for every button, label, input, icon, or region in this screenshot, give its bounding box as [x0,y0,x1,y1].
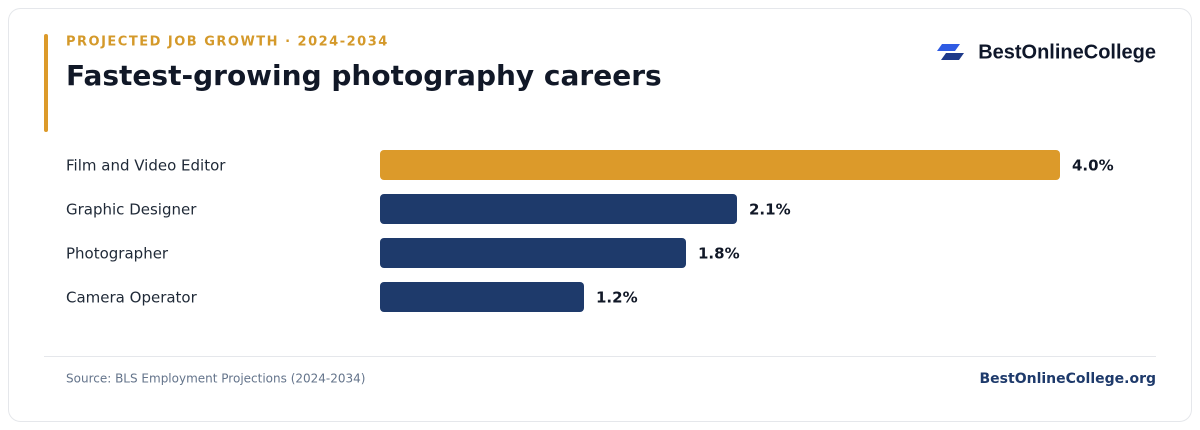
category-label: Photographer [66,245,169,263]
eyebrow: PROJECTED JOB GROWTH · 2024-2034 [66,35,389,50]
bar [380,194,737,224]
category-label: Camera Operator [66,289,198,307]
plot: Film and Video Editor 4.0% Graphic Designe… [66,150,1114,312]
footer-link[interactable]: BestOnlineCollege.org [980,371,1156,387]
value-label: 4.0% [1072,157,1114,175]
category-label: Graphic Designer [66,201,197,219]
value-label: 2.1% [749,201,791,219]
brand-logo: BestOnlineCollege [937,41,1156,63]
chart-title: Fastest-growing photography careers [66,59,662,92]
brand-name: BestOnlineCollege [978,41,1156,63]
category-label: Film and Video Editor [66,157,226,175]
value-label: 1.8% [698,245,740,263]
value-label: 1.2% [596,289,638,307]
bar [380,238,686,268]
bar [380,150,1060,180]
logo-icon-top [937,44,960,51]
logo-icon-bottom [941,53,964,60]
bar [380,282,584,312]
source-note: Source: BLS Employment Projections (2024… [66,372,365,386]
accent-bar [44,34,48,132]
